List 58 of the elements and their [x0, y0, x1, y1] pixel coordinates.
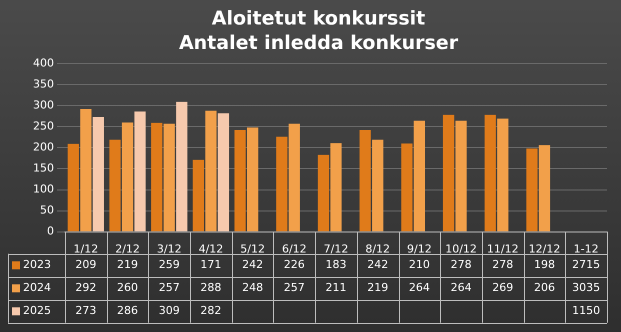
chart-title: Aloitetut konkurssit [212, 7, 426, 30]
data-label: 242 [242, 258, 264, 272]
data-label: 264 [450, 281, 472, 294]
data-label: 269 [492, 281, 514, 294]
data-label: 260 [117, 281, 138, 294]
data-label: 209 [75, 258, 96, 272]
x-tick-label: 4/12 [198, 242, 224, 256]
y-tick-label: 100 [32, 182, 54, 196]
x-tick-label: 3/12 [156, 242, 182, 256]
data-label: 226 [284, 258, 305, 272]
data-label: 278 [492, 258, 514, 272]
data-label: 183 [326, 258, 346, 272]
x-tick-label: 11/12 [486, 242, 519, 256]
data-label: 286 [117, 304, 138, 318]
data-label: 211 [326, 281, 346, 294]
x-tick-label: 1/12 [73, 242, 98, 256]
text: 3035 [572, 281, 600, 294]
data-label: 309 [158, 304, 180, 318]
data-label: 171 [200, 258, 222, 272]
data-label: 278 [450, 258, 472, 272]
x-tick-label: 1-12 [574, 242, 599, 256]
data-label: 282 [200, 304, 222, 318]
legend-label: 2025 [23, 304, 51, 318]
data-label: 219 [117, 258, 138, 272]
data-label: 219 [367, 281, 388, 294]
data-label: 210 [408, 258, 430, 272]
data-label: 206 [534, 281, 555, 294]
x-tick-label: 10/12 [445, 242, 477, 256]
y-tick-label: 50 [40, 204, 54, 217]
y-tick-label: 0 [46, 224, 54, 238]
x-tick-label: 12/12 [528, 242, 560, 256]
x-tick-label: 2/12 [115, 242, 140, 256]
x-tick-label: 5/12 [240, 242, 265, 256]
data-label: 257 [284, 281, 305, 294]
text: 1150 [572, 304, 600, 318]
y-tick-label: 250 [32, 120, 54, 133]
y-tick-label: 150 [32, 162, 54, 175]
text: 2715 [572, 258, 600, 272]
data-label: 273 [75, 304, 96, 318]
legend-label: 2024 [23, 281, 51, 294]
chart-subtitle: Antalet inledda konkurser [178, 32, 459, 54]
data-label: 264 [408, 281, 430, 294]
y-tick-label: 400 [32, 56, 54, 70]
data-label: 198 [534, 258, 555, 272]
data-label: 288 [200, 281, 222, 294]
data-label: 242 [367, 258, 388, 272]
data-label: 259 [158, 258, 180, 272]
y-tick-label: 350 [32, 77, 54, 90]
x-tick-label: 6/12 [282, 242, 307, 256]
data-label: 257 [158, 281, 180, 294]
x-tick-label: 7/12 [324, 242, 348, 256]
y-tick-label: 300 [32, 98, 54, 112]
data-label: 248 [242, 281, 264, 294]
legend-label: 2023 [23, 258, 51, 272]
data-label: 292 [75, 281, 96, 294]
x-tick-label: 8/12 [365, 242, 390, 256]
x-tick-label: 9/12 [407, 242, 432, 256]
y-tick-label: 200 [32, 140, 54, 154]
